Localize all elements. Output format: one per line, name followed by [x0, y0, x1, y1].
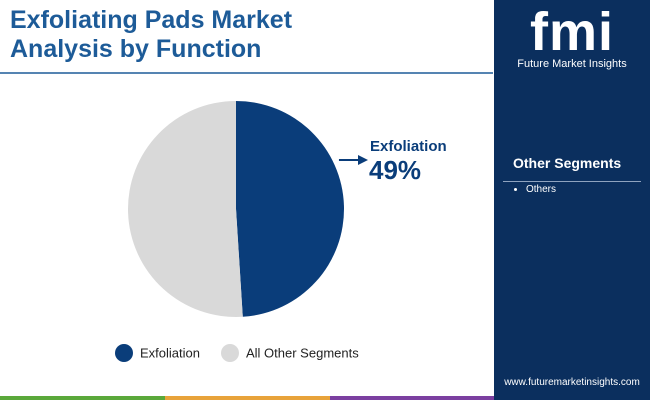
sidebar-heading: Other Segments	[513, 155, 622, 171]
annotation-category: Exfoliation	[370, 138, 447, 155]
legend-swatch	[221, 344, 239, 362]
annotation-arrowhead	[358, 155, 368, 165]
sidebar-item: Others	[526, 184, 556, 195]
pie-slice	[128, 101, 243, 318]
chart-title: Exfoliating Pads Market Analysis by Func…	[10, 6, 293, 63]
website: www.futuremarketinsights.com	[504, 377, 640, 388]
pie-slice	[236, 101, 345, 317]
legend-label: All Other Segments	[246, 345, 359, 360]
annotation-value: 49%	[369, 155, 421, 185]
brand: Future Market Insights	[517, 58, 627, 70]
footer-bar	[0, 396, 165, 400]
legend-swatch	[115, 344, 133, 362]
footer-bar	[165, 396, 330, 400]
sidebar: fmi Future Market Insights Other Segment…	[494, 0, 650, 400]
footer-bar	[330, 396, 494, 400]
legend-label: Exfoliation	[140, 345, 200, 360]
sidebar-list: Others	[508, 184, 556, 195]
logo: fmi	[530, 2, 614, 62]
sidebar-rule	[503, 181, 641, 182]
